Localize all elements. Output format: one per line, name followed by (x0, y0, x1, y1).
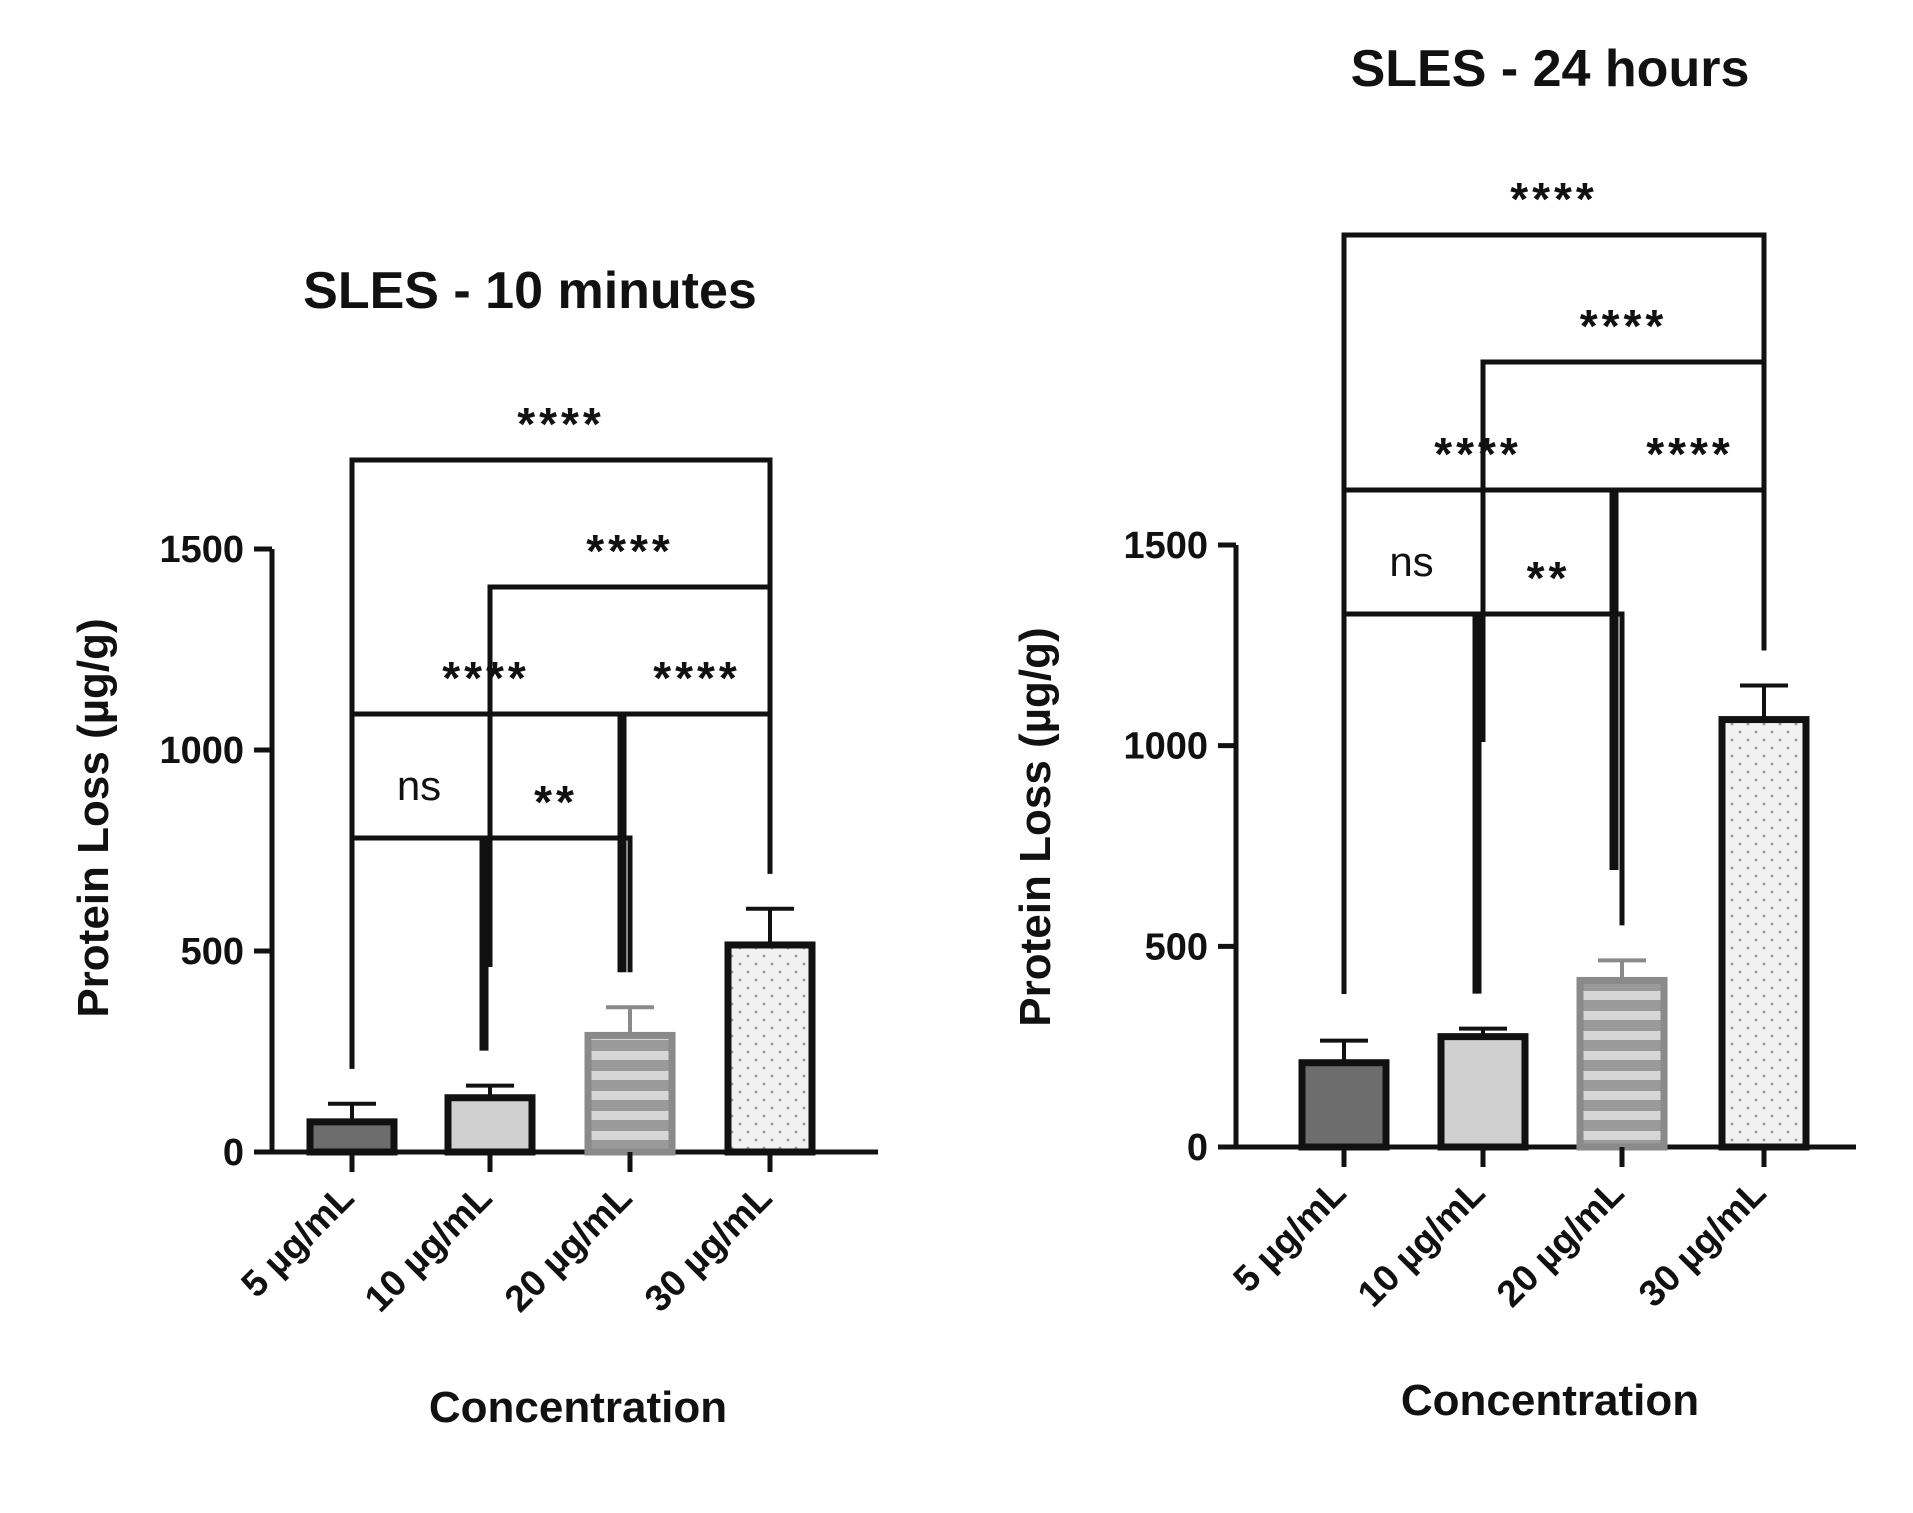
y-tick-label: 0 (223, 1132, 244, 1174)
x-tick-label: 20 µg/mL (497, 1177, 640, 1320)
x-axis-title: Concentration (429, 1383, 727, 1432)
significance-label: **** (586, 525, 674, 577)
bar (1576, 976, 1668, 1151)
chart-sles-10-minutes: SLES - 10 minutes 0 500 1000 1500 Protein Los… (69, 262, 878, 1432)
y-tick-label: 1500 (159, 529, 244, 571)
significance-label: **** (442, 652, 530, 704)
y-tick-label: 500 (1145, 926, 1208, 968)
significance-bracket (349, 457, 773, 840)
significance-label: **** (1646, 428, 1734, 480)
significance-bracket (1341, 232, 1767, 615)
significance-bracket (1341, 487, 1615, 870)
significance-bracket (479, 835, 633, 1051)
y-tick-label: 500 (181, 931, 244, 973)
significance-bracket (1341, 611, 1482, 994)
significance-label: **** (1510, 173, 1598, 225)
x-tick-label: 5 µg/mL (1225, 1172, 1353, 1300)
chart-title: SLES - 24 hours (1351, 40, 1750, 98)
bar (444, 1094, 536, 1156)
significance-label: **** (1434, 428, 1522, 480)
x-tick-label: 30 µg/mL (637, 1177, 780, 1320)
y-tick-label: 1000 (1123, 726, 1208, 768)
y-tick-label: 1500 (1123, 525, 1208, 567)
bar (1298, 1059, 1390, 1151)
significance-bracket (349, 711, 623, 1069)
bar (1718, 716, 1810, 1151)
bar (584, 1031, 676, 1156)
significance-label: ** (534, 776, 578, 828)
significance-bracket (349, 835, 489, 1069)
chart-sles-24-hours: SLES - 24 hours 0 500 1000 1500 Protein Loss … (1011, 40, 1856, 1425)
significance-bracket (1472, 611, 1625, 994)
significance-label: ns (1389, 538, 1433, 585)
significance-label: **** (653, 652, 741, 704)
significance-label: **** (1580, 300, 1668, 352)
significance-label: ns (397, 762, 441, 809)
significance-bracket (621, 711, 773, 973)
bar (1437, 1033, 1529, 1151)
x-axis-title: Concentration (1401, 1376, 1699, 1425)
y-tick-label: 0 (1187, 1127, 1208, 1169)
y-axis-title: Protein Loss (µg/g) (1011, 627, 1060, 1026)
chart-title: SLES - 10 minutes (303, 262, 757, 320)
x-tick-label: 10 µg/mL (357, 1177, 500, 1320)
bar (306, 1118, 398, 1156)
x-tick-label: 10 µg/mL (1350, 1172, 1493, 1315)
x-tick-label: 30 µg/mL (1631, 1172, 1774, 1315)
y-axis-title: Protein Loss (µg/g) (69, 618, 118, 1017)
x-tick-label: 20 µg/mL (1489, 1172, 1632, 1315)
x-tick-label: 5 µg/mL (233, 1177, 361, 1305)
significance-label: ** (1527, 552, 1571, 604)
bar (724, 941, 816, 1156)
significance-label: **** (517, 398, 605, 450)
y-tick-label: 1000 (159, 730, 244, 772)
